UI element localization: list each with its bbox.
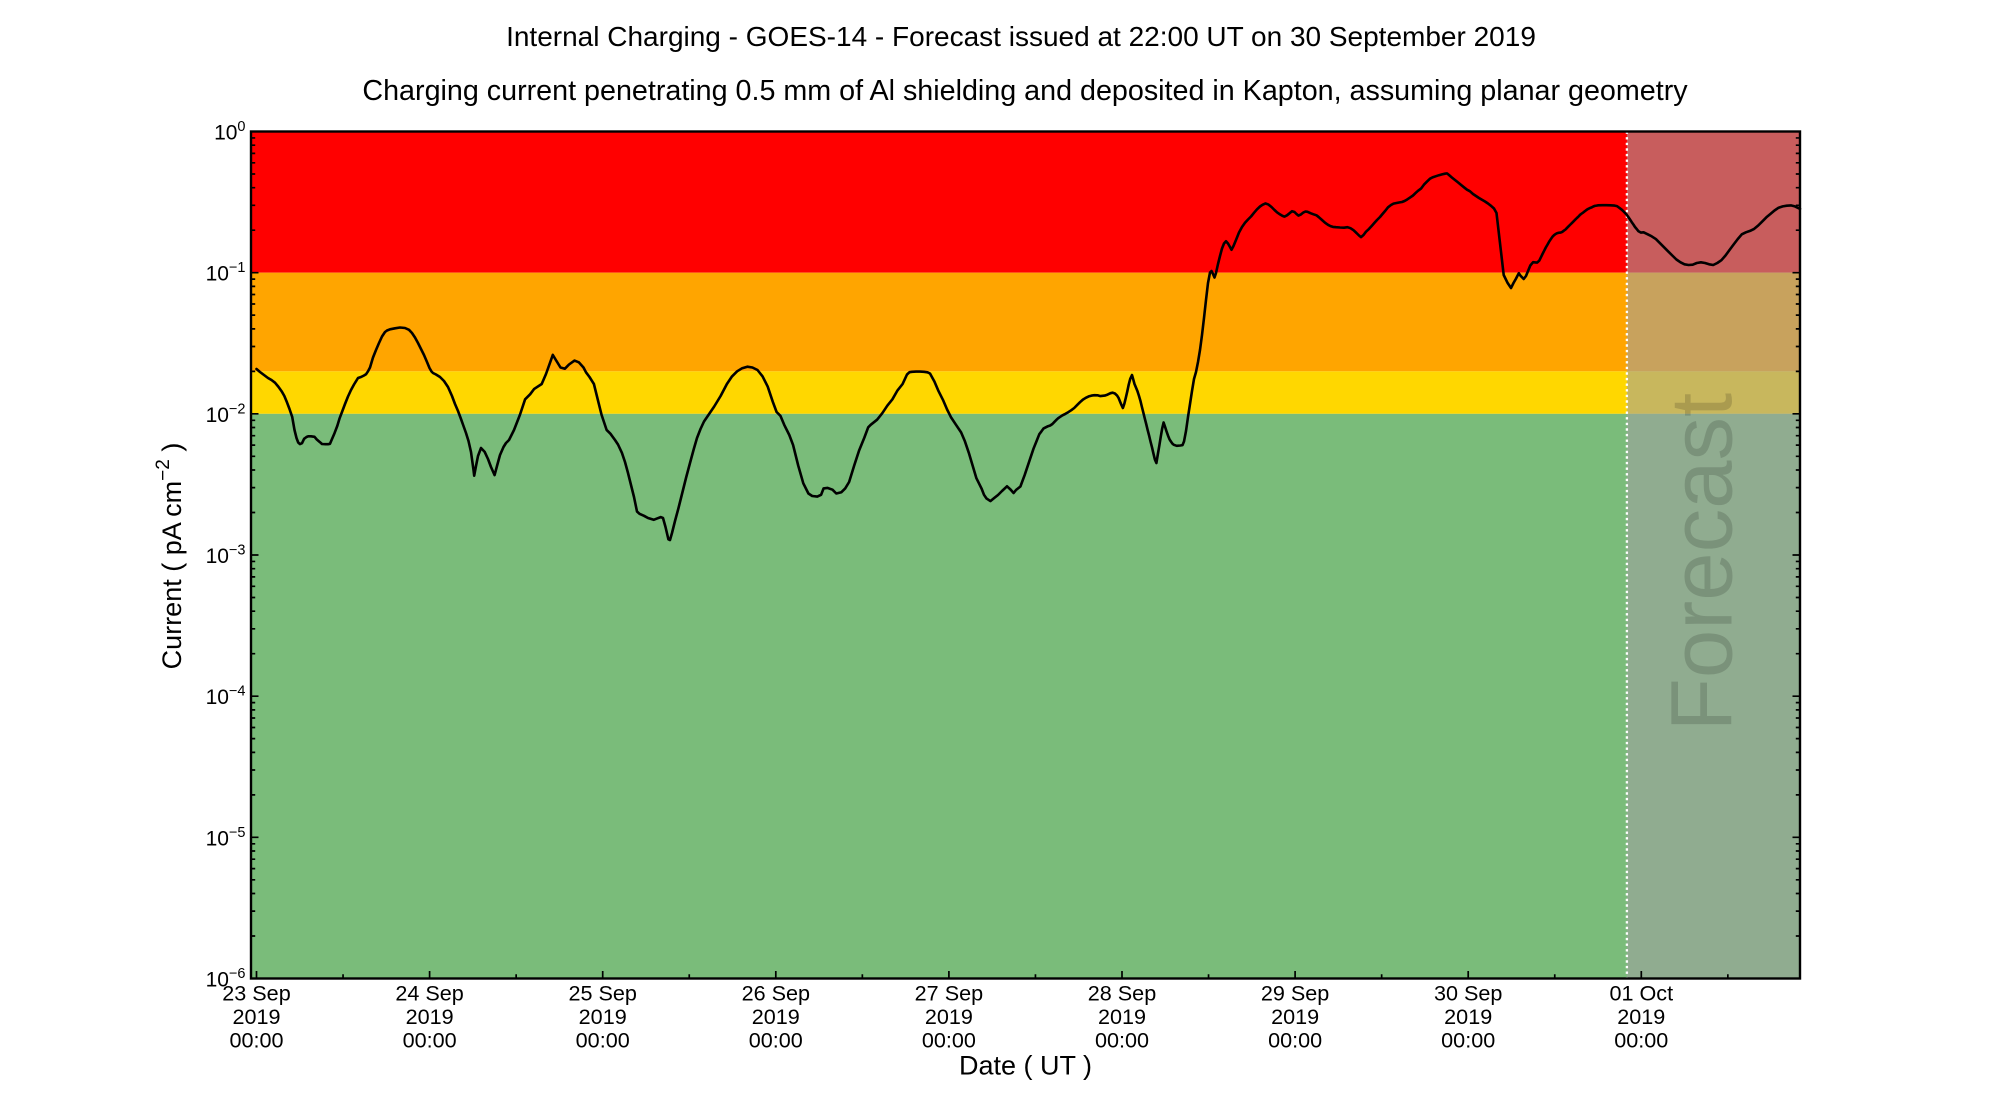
svg-text:Charging current penetrating 0: Charging current penetrating 0.5 mm of A… [362,75,1688,107]
svg-text:10−3: 10−3 [206,543,246,569]
svg-text:Date ( UT ): Date ( UT ) [959,1051,1092,1081]
svg-text:Internal Charging - GOES-14 -: Internal Charging - GOES-14 - Forecast i… [506,21,1536,52]
svg-text:100: 100 [214,119,245,145]
svg-text:Forecast: Forecast [1654,393,1751,731]
